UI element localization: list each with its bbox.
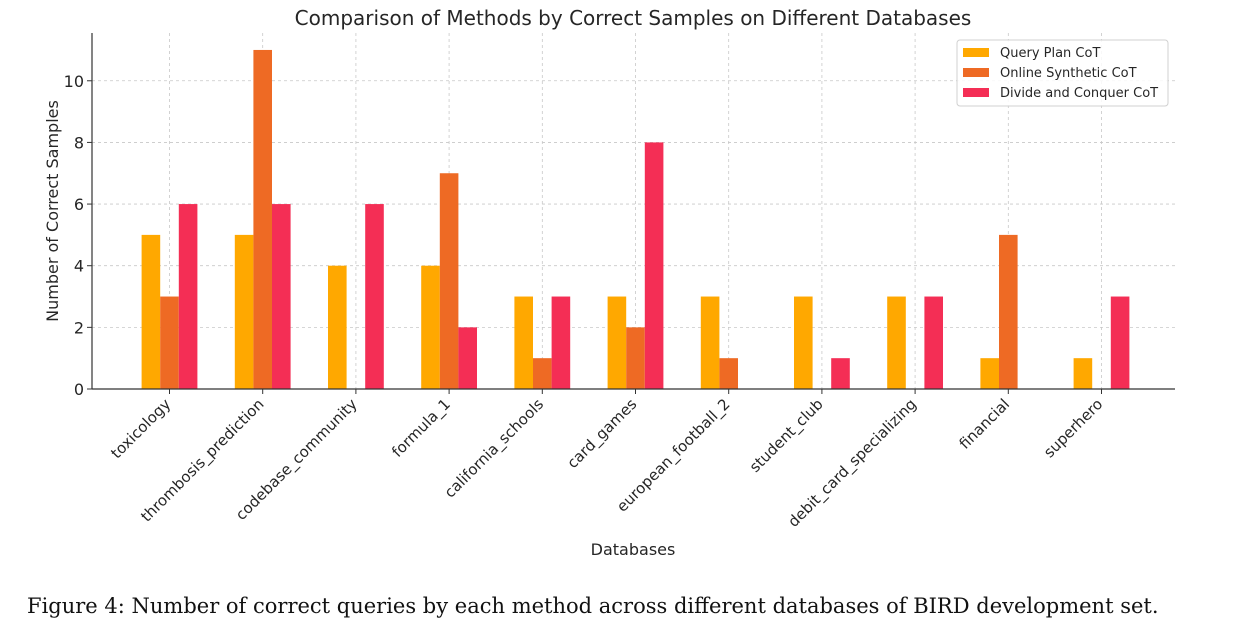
y-tick-label: 2 — [74, 318, 84, 337]
bar — [1110, 296, 1130, 389]
bar — [831, 358, 850, 389]
x-axis-ticks: toxicologythrombosis_predictioncodebase_… — [107, 389, 1106, 531]
x-tick-label: california_schools — [441, 395, 548, 502]
legend-label: Online Synthetic CoT — [1000, 66, 1137, 81]
y-tick-label: 4 — [74, 257, 84, 276]
bar — [794, 296, 813, 389]
bar — [887, 296, 906, 389]
legend-swatch — [963, 68, 989, 77]
chart-title: Comparison of Methods by Correct Samples… — [295, 6, 972, 30]
y-axis-label: Number of Correct Samples — [43, 100, 62, 322]
bar — [328, 265, 347, 389]
bars-group — [141, 49, 1130, 389]
legend-label: Query Plan CoT — [1000, 46, 1100, 61]
legend: Query Plan CoT Online Synthetic CoT Divide… — [956, 39, 1169, 107]
bar — [421, 265, 440, 389]
bar — [272, 204, 291, 389]
bar — [458, 327, 477, 389]
bar — [234, 234, 254, 389]
x-tick-label: toxicology — [107, 395, 174, 462]
bar — [178, 204, 198, 389]
bar — [533, 358, 552, 389]
x-tick-label: formula_1 — [388, 395, 454, 461]
bar — [719, 358, 738, 389]
x-tick-label: student_club — [746, 395, 828, 477]
bar — [999, 234, 1018, 389]
legend-box — [956, 39, 1169, 107]
figure-caption: Figure 4: Number of correct queries by e… — [27, 594, 1159, 618]
legend-label: Divide and Conquer CoT — [1000, 86, 1158, 101]
x-tick-label: financial — [956, 395, 1014, 453]
x-tick-label: card_games — [563, 395, 641, 473]
bar — [365, 204, 384, 389]
bar — [1073, 358, 1093, 389]
bar-chart: Comparison of Methods by Correct Samples… — [43, 6, 1175, 559]
bar — [439, 173, 459, 389]
x-tick-label: superhero — [1040, 395, 1106, 461]
bar — [160, 296, 179, 389]
y-tick-label: 6 — [74, 195, 84, 214]
x-axis-label: Databases — [591, 540, 676, 559]
bar — [700, 296, 720, 389]
bar — [514, 296, 533, 389]
axes — [91, 33, 1175, 390]
y-axis-ticks: 0 2 4 6 8 10 — [64, 72, 92, 399]
bar — [644, 142, 664, 389]
bar — [551, 296, 571, 389]
bar — [607, 296, 627, 389]
legend-swatch — [963, 88, 989, 97]
y-tick-label: 8 — [74, 133, 84, 152]
y-tick-label: 10 — [64, 72, 84, 91]
bar — [924, 296, 943, 389]
bar — [980, 358, 999, 389]
bar — [253, 49, 272, 389]
bar — [141, 234, 161, 389]
bar — [626, 327, 645, 389]
legend-swatch — [963, 48, 989, 57]
y-tick-label: 0 — [74, 380, 84, 399]
